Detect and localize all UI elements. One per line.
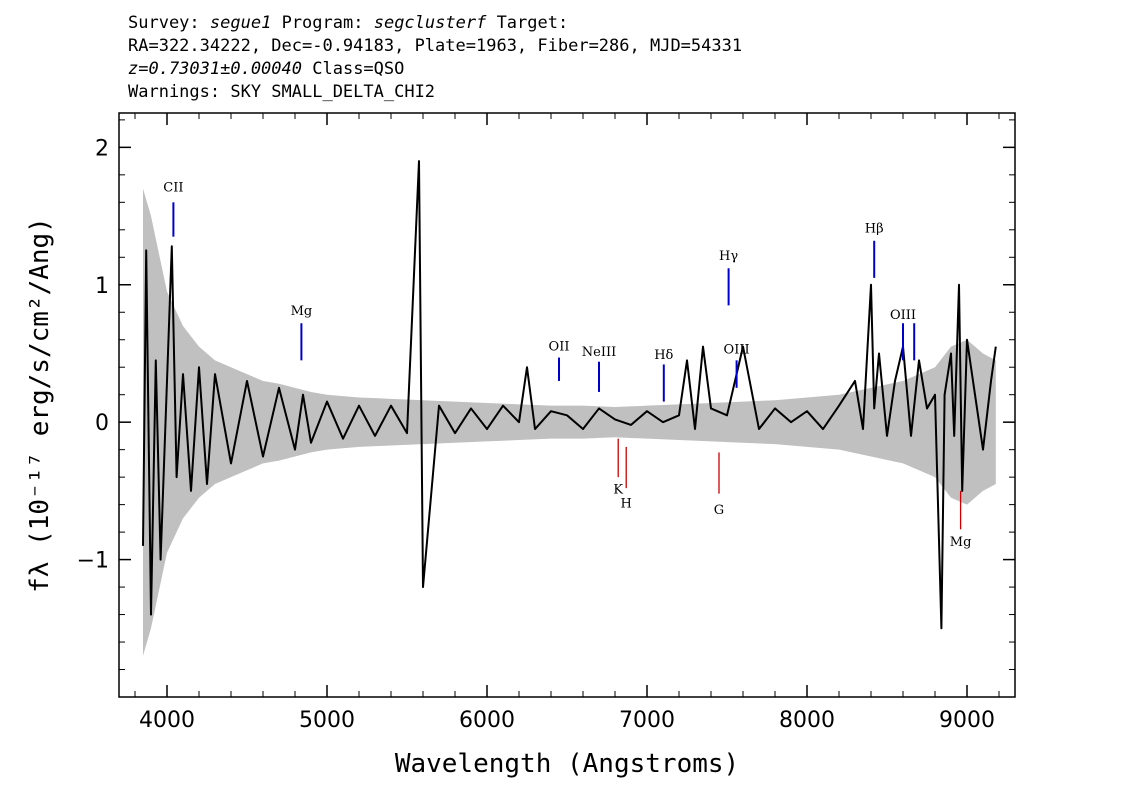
line-label-0: CII xyxy=(163,180,183,195)
y-tick-label-0: −1 xyxy=(77,549,109,574)
line-label-5: Hγ xyxy=(719,249,738,264)
axis-ticks: 4000 5000 6000 7000 8000 9000 −1 0 1 2 xyxy=(77,113,1015,733)
y-tick-label-1: 0 xyxy=(95,411,109,436)
plot-frame xyxy=(118,112,1016,698)
x-tick-label-0: 4000 xyxy=(139,708,195,733)
program-value: segclusterf xyxy=(373,13,487,33)
x-tick-label-2: 6000 xyxy=(459,708,515,733)
line-label-4: Hδ xyxy=(654,348,673,363)
header-warnings-row: Warnings: SKY SMALL_DELTA_CHI2 xyxy=(128,82,436,102)
line-label-13: Mg xyxy=(950,535,972,550)
header-survey-row: Survey: segue1 Program: segclusterf Targ… xyxy=(128,12,742,35)
x-axis-label: Wavelength (Angstroms) xyxy=(395,749,739,779)
header-redshift-row: z=0.73031±0.00040 Class=QSO xyxy=(128,58,742,81)
survey-value: segue1 xyxy=(209,13,272,33)
line-label-12: G xyxy=(714,503,724,518)
x-tick-label-3: 7000 xyxy=(619,708,675,733)
y-tick-label-2: 1 xyxy=(95,274,109,299)
line-label-1: Mg xyxy=(291,304,313,319)
line-label-6: OIII xyxy=(724,342,750,357)
x-tick-label-1: 5000 xyxy=(299,708,355,733)
flux-layer xyxy=(142,160,997,630)
line-label-3: NeIII xyxy=(582,345,616,360)
line-label-11: H xyxy=(621,496,632,511)
class-value: Class=QSO xyxy=(312,59,405,79)
survey-label: Survey: xyxy=(128,13,200,33)
x-tick-label-4: 8000 xyxy=(779,708,835,733)
line-label-8: OIII xyxy=(890,308,916,323)
y-tick-label-3: 2 xyxy=(95,136,109,161)
line-label-2: OII xyxy=(549,340,570,355)
flux-line xyxy=(142,160,997,630)
error-band xyxy=(143,188,996,656)
header-coordinates-row: RA=322.34222, Dec=-0.94183, Plate=1963, … xyxy=(128,36,743,56)
program-label: Program: xyxy=(281,13,364,33)
target-label: Target: xyxy=(496,13,569,33)
spectrum-header: Survey: segue1 Program: segclusterf Targ… xyxy=(128,12,742,104)
x-tick-label-5: 9000 xyxy=(939,708,995,733)
y-axis-label: fλ (10⁻¹⁷ erg/s/cm²/Ang) xyxy=(25,217,55,593)
redshift-value: z=0.73031±0.00040 xyxy=(128,59,302,79)
line-label-7: Hβ xyxy=(865,222,884,237)
line-label-10: K xyxy=(613,483,623,498)
line-annotations: CII Mg OII NeIII Hδ Hγ OIII Hβ OIII KH G Mg xyxy=(163,180,971,550)
error-layer xyxy=(143,188,996,656)
